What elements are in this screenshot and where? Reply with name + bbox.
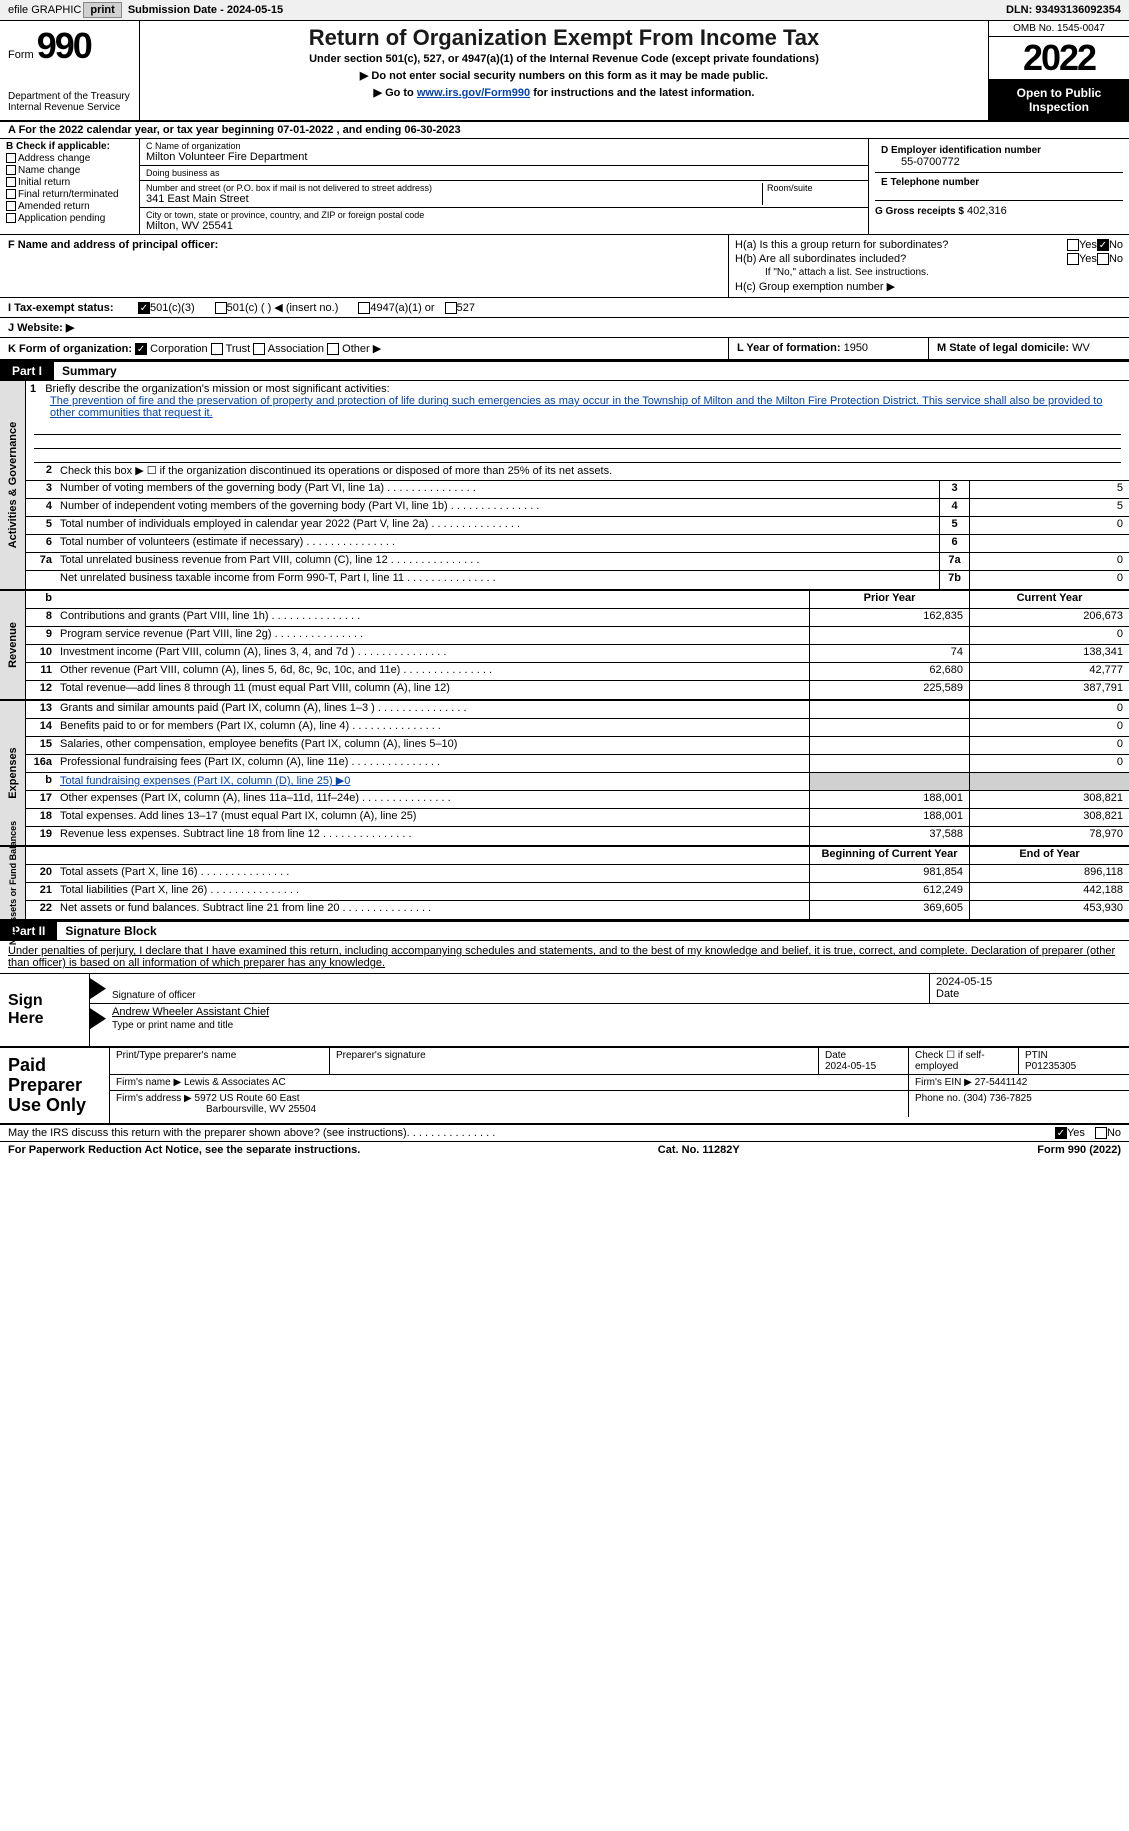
irs-label: Internal Revenue Service [8, 102, 131, 113]
revenue-section: Revenue bPrior YearCurrent Year 8Contrib… [0, 591, 1129, 701]
form-footer: Form 990 (2022) [1037, 1144, 1121, 1156]
chk-h-a-no[interactable]: ✓ [1097, 239, 1109, 251]
org-address: 341 East Main Street [146, 193, 762, 205]
expenses-section: Expenses 13Grants and similar amounts pa… [0, 701, 1129, 847]
row-a-tax-year: A For the 2022 calendar year, or tax yea… [0, 122, 1129, 139]
footer-discuss: May the IRS discuss this return with the… [0, 1125, 1129, 1141]
chk-h-b-yes[interactable] [1067, 253, 1079, 265]
open-public: Open to Public Inspection [989, 80, 1129, 120]
prep-date: 2024-05-15 [825, 1061, 902, 1072]
officer-name: Andrew Wheeler Assistant Chief [112, 1006, 1123, 1020]
chk-address-change[interactable] [6, 153, 16, 163]
form-number: 990 [37, 25, 91, 66]
top-bar: efile GRAPHIC print Submission Date - 20… [0, 0, 1129, 21]
paid-preparer-block: Paid Preparer Use Only Print/Type prepar… [0, 1048, 1129, 1125]
form-subtitle: Under section 501(c), 527, or 4947(a)(1)… [148, 53, 980, 65]
efile-label: efile GRAPHIC [8, 4, 81, 16]
box-f-label: F Name and address of principal officer: [8, 239, 218, 251]
chk-corp[interactable]: ✓ [135, 343, 147, 355]
section-bcde: B Check if applicable: Address change Na… [0, 139, 1129, 235]
instr-ssn: ▶ Do not enter social security numbers o… [148, 69, 980, 82]
net-assets-section: Net Assets or Fund Balances Beginning of… [0, 847, 1129, 921]
box-b: B Check if applicable: Address change Na… [0, 139, 140, 234]
row-j: J Website: ▶ [0, 318, 1129, 338]
row-i: I Tax-exempt status: ✓ 501(c)(3) 501(c) … [0, 298, 1129, 318]
cat-no: Cat. No. 11282Y [658, 1144, 740, 1156]
dept-treasury: Department of the Treasury [8, 91, 131, 102]
firm-phone: (304) 736-7825 [963, 1093, 1031, 1104]
ptin: P01235305 [1025, 1061, 1123, 1072]
tax-year: 2022 [989, 37, 1129, 80]
chk-discuss-yes[interactable]: ✓ [1055, 1127, 1067, 1139]
irs-link[interactable]: www.irs.gov/Form990 [417, 87, 530, 99]
section-fh: F Name and address of principal officer:… [0, 235, 1129, 298]
chk-initial-return[interactable] [6, 177, 16, 187]
org-city: Milton, WV 25541 [146, 220, 862, 232]
chk-trust[interactable] [211, 343, 223, 355]
print-button[interactable]: print [83, 2, 121, 18]
chk-527[interactable] [445, 302, 457, 314]
box-deg: D Employer identification number 55-0700… [869, 139, 1129, 234]
org-name: Milton Volunteer Fire Department [146, 151, 862, 163]
sign-here-block: Sign Here Signature of officer 2024-05-1… [0, 974, 1129, 1048]
chk-other[interactable] [327, 343, 339, 355]
chk-501c[interactable] [215, 302, 227, 314]
form-header: Form 990 Department of the Treasury Inte… [0, 21, 1129, 122]
state-domicile: WV [1072, 342, 1090, 354]
chk-h-b-no[interactable] [1097, 253, 1109, 265]
arrow-icon [90, 1008, 106, 1029]
instr-link: ▶ Go to www.irs.gov/Form990 for instruct… [148, 86, 980, 99]
chk-discuss-no[interactable] [1095, 1127, 1107, 1139]
mission-text: The prevention of fire and the preservat… [30, 395, 1125, 419]
part1-header: Part I Summary [0, 361, 1129, 381]
sig-date: 2024-05-15 [936, 976, 1123, 988]
form-label: Form [8, 49, 34, 61]
chk-assoc[interactable] [253, 343, 265, 355]
firm-name: Lewis & Associates AC [184, 1077, 286, 1088]
bottom-bar: For Paperwork Reduction Act Notice, see … [0, 1141, 1129, 1158]
form-title: Return of Organization Exempt From Incom… [148, 25, 980, 51]
chk-501c3[interactable]: ✓ [138, 302, 150, 314]
chk-h-a-yes[interactable] [1067, 239, 1079, 251]
ein: 55-0700772 [881, 156, 1117, 168]
chk-app-pending[interactable] [6, 213, 16, 223]
year-formation: 1950 [844, 342, 868, 354]
firm-address: 5972 US Route 60 East [195, 1093, 300, 1104]
firm-ein: 27-5441142 [975, 1077, 1028, 1088]
chk-final-return[interactable] [6, 189, 16, 199]
chk-amended-return[interactable] [6, 201, 16, 211]
dln: DLN: 93493136092354 [1006, 4, 1121, 16]
submission-date: Submission Date - 2024-05-15 [128, 4, 283, 16]
chk-name-change[interactable] [6, 165, 16, 175]
penalty-statement: Under penalties of perjury, I declare th… [0, 941, 1129, 974]
chk-4947[interactable] [358, 302, 370, 314]
part2-header: Part II Signature Block [0, 921, 1129, 941]
box-c: C Name of organization Milton Volunteer … [140, 139, 869, 234]
gross-receipts: 402,316 [967, 205, 1007, 217]
arrow-icon [90, 978, 106, 999]
row-klm: K Form of organization: ✓ Corporation Tr… [0, 338, 1129, 361]
activities-governance: Activities & Governance 1 Briefly descri… [0, 381, 1129, 591]
omb-number: OMB No. 1545-0047 [989, 21, 1129, 37]
